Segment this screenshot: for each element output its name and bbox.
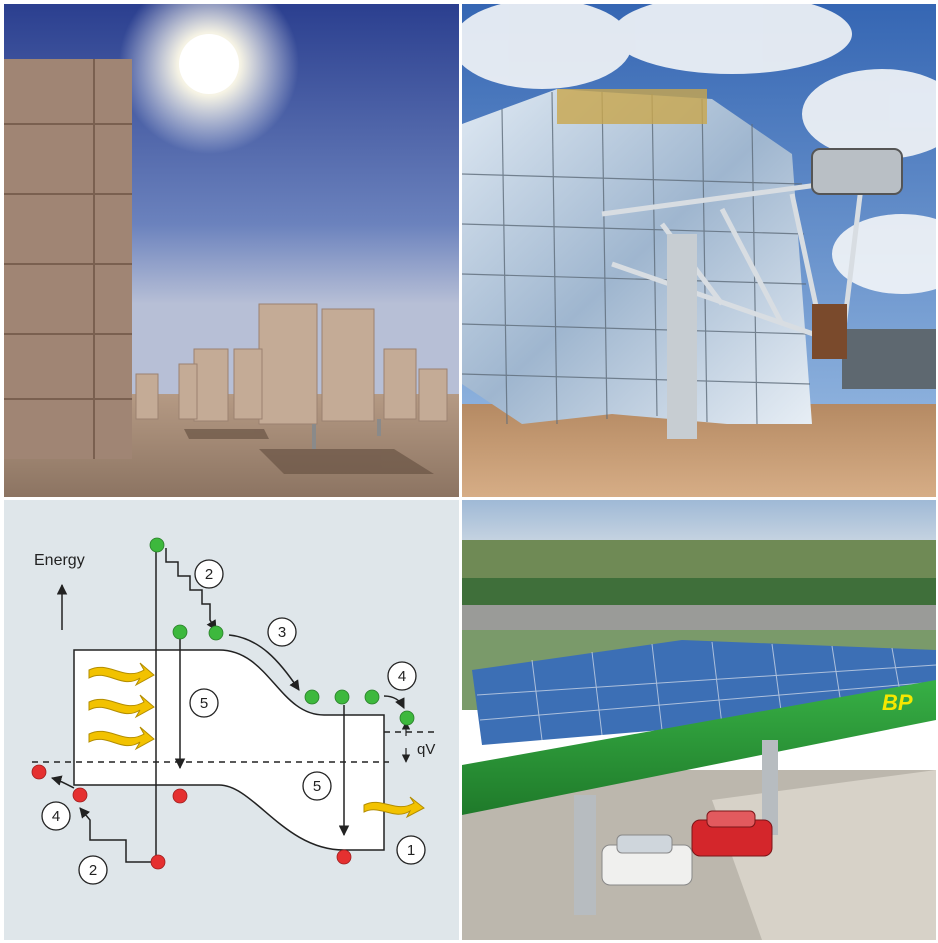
step-marker-4: 4 <box>52 808 60 825</box>
bp-station-illustration: BP <box>462 500 936 940</box>
photon-arrows <box>88 662 425 819</box>
red-car <box>691 810 773 857</box>
step-marker-5: 5 <box>200 695 208 712</box>
hole-dot <box>172 788 188 804</box>
hole-dot <box>72 787 88 803</box>
hole-dot <box>31 764 47 780</box>
solar-panel-array <box>472 640 936 745</box>
extraction-arrow-electron <box>383 695 405 709</box>
step-marker-4: 4 <box>398 668 406 685</box>
electron-dot <box>334 689 350 705</box>
bp-logo-text: BP <box>882 690 913 715</box>
white-car <box>601 834 693 886</box>
electron-dot <box>364 689 380 705</box>
heliostat-field-photo <box>4 4 459 497</box>
electron-dot <box>304 689 320 705</box>
band-diagram-svg: Energy qV <box>31 537 435 885</box>
receiver-unit <box>811 148 903 359</box>
thermalization-path-hole <box>79 807 156 863</box>
canopy-pillar <box>762 740 778 835</box>
energy-band-diagram: Energy qV <box>4 500 459 940</box>
dish-mirror <box>462 89 812 425</box>
step-marker-5: 5 <box>313 778 321 795</box>
photon-arrow <box>363 796 425 819</box>
step-marker-3: 3 <box>278 624 286 641</box>
photon-arrow <box>88 662 155 687</box>
heliostat-field-illustration <box>4 4 459 497</box>
bp-solar-station-photo: BP <box>462 500 936 940</box>
hole-dot <box>150 854 166 870</box>
band-gap-region <box>73 649 385 851</box>
thermalization-path-electron <box>165 548 217 631</box>
dish-concentrator-photo <box>462 4 936 497</box>
heliostat-mirror <box>4 59 132 459</box>
hole-dot <box>336 849 352 865</box>
energy-label: Energy <box>34 552 85 569</box>
step-marker-1: 1 <box>407 842 415 859</box>
electron-dot <box>208 625 224 641</box>
canopy-fascia <box>462 680 936 815</box>
step-marker-2: 2 <box>205 566 213 583</box>
photon-arrow <box>88 694 155 719</box>
electron-dot <box>172 624 188 640</box>
qv-label: qV <box>417 741 435 758</box>
electron-dot <box>149 537 165 553</box>
photon-arrow <box>88 726 155 751</box>
extraction-arrow-hole <box>50 775 75 789</box>
dish-concentrator-illustration <box>462 4 936 497</box>
step-marker-2: 2 <box>89 862 97 879</box>
canopy-pillar <box>574 795 596 915</box>
electron-dot <box>399 710 415 726</box>
transport-arrow <box>228 634 300 691</box>
